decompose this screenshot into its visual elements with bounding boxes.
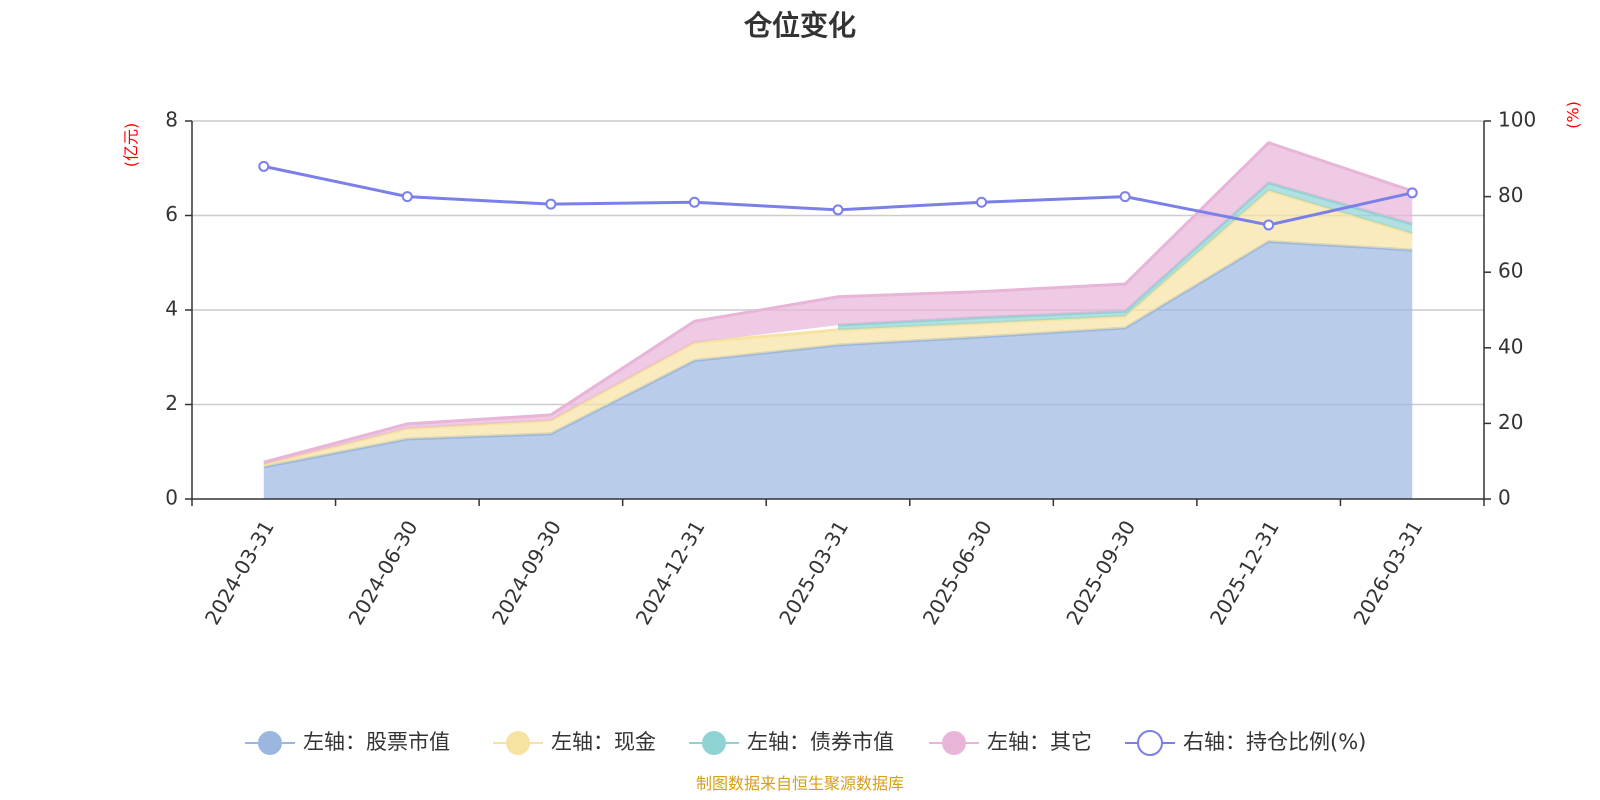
- legend-item-3: 左轴：其它: [929, 730, 1092, 755]
- legend-marker: [942, 731, 966, 755]
- legend-item-0: 左轴：股票市值: [245, 730, 450, 755]
- legend-label: 右轴：持仓比例(%): [1183, 730, 1366, 754]
- ratio-point: [1406, 187, 1418, 199]
- x-tick-label: 2025-03-31: [774, 516, 853, 629]
- ratio-point: [401, 191, 413, 203]
- legend-item-4: 右轴：持仓比例(%): [1125, 730, 1366, 756]
- right-tick-label: 100: [1498, 108, 1536, 132]
- legend-label: 左轴：债券市值: [747, 730, 894, 754]
- x-tick-label: 2025-06-30: [918, 516, 997, 629]
- left-tick-label: 4: [165, 297, 178, 321]
- legend-item-1: 左轴：现金: [493, 730, 656, 755]
- source-note: 制图数据来自恒生聚源数据库: [695, 774, 904, 793]
- legend-marker: [702, 731, 726, 755]
- left-tick-label: 2: [165, 391, 178, 415]
- right-tick-label: 40: [1498, 334, 1523, 358]
- legend-marker: [258, 731, 282, 755]
- area-layer: [263, 141, 1413, 500]
- area-3: [263, 142, 1413, 465]
- x-tick-label: 2025-12-31: [1205, 516, 1284, 629]
- right-tick-label: 80: [1498, 183, 1523, 207]
- legend-item-2: 左轴：债券市值: [689, 730, 894, 755]
- ratio-point: [832, 204, 844, 216]
- legend-marker: [1137, 730, 1163, 756]
- ratio-point: [258, 160, 270, 172]
- ratio-point: [688, 196, 700, 208]
- right-tick-label: 20: [1498, 410, 1523, 434]
- chart-title: 仓位变化: [743, 9, 856, 42]
- legend-label: 左轴：现金: [551, 730, 656, 754]
- left-tick-label: 8: [165, 108, 178, 132]
- left-axis-unit: (亿元): [122, 123, 141, 168]
- right-axis-unit: (%): [1564, 101, 1583, 129]
- line-layer: [258, 160, 1418, 231]
- x-tick-label: 2026-03-31: [1348, 516, 1427, 629]
- x-tick-label: 2025-09-30: [1061, 516, 1140, 629]
- right-tick-label: 60: [1498, 259, 1523, 283]
- legend: 左轴：股票市值 左轴：现金 左轴：债券市值 左轴：其它 右轴：持仓比例(%): [245, 730, 1366, 756]
- legend-label: 左轴：股票市值: [303, 730, 450, 754]
- ratio-point: [545, 198, 557, 210]
- ratio-point: [976, 196, 988, 208]
- x-tick-label: 2024-03-31: [200, 516, 279, 629]
- right-tick-label: 0: [1498, 486, 1511, 510]
- area-0: [263, 241, 1413, 500]
- ratio-point: [1119, 191, 1131, 203]
- x-tick-label: 2024-09-30: [487, 516, 566, 629]
- left-tick-label: 6: [165, 202, 178, 226]
- legend-marker: [506, 731, 530, 755]
- x-tick-label: 2024-12-31: [631, 516, 710, 629]
- x-tick-label: 2024-06-30: [344, 516, 423, 629]
- legend-label: 左轴：其它: [987, 730, 1092, 754]
- ratio-point: [1263, 219, 1275, 231]
- area-edge-3: [263, 141, 1413, 464]
- left-tick-label: 0: [165, 486, 178, 510]
